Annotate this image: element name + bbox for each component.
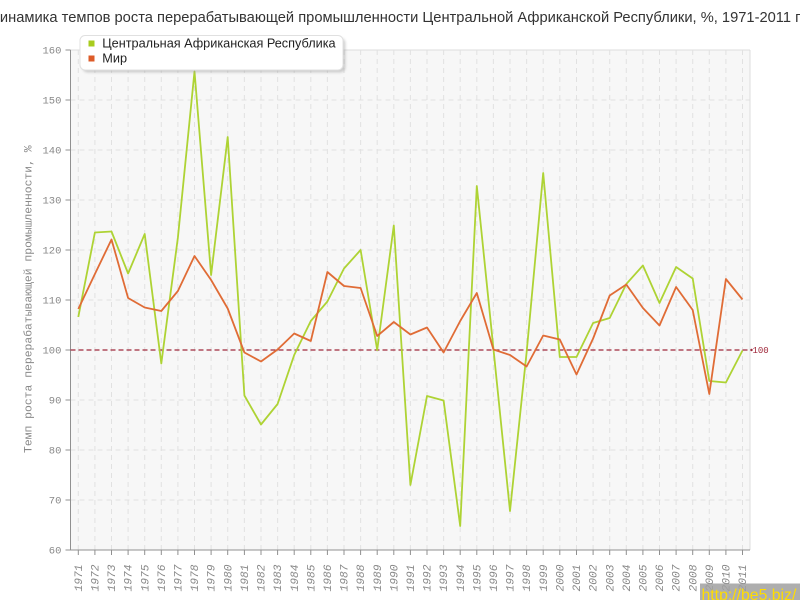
svg-text:1986: 1986 [323,564,335,591]
svg-text:Центральная Африканская Респуб: Центральная Африканская Республика [102,36,336,50]
svg-text:1974: 1974 [124,564,136,591]
svg-text:1975: 1975 [140,564,152,591]
svg-text:120: 120 [42,245,61,257]
svg-text:160: 160 [42,45,61,57]
svg-text:1978: 1978 [190,564,202,591]
svg-text:1979: 1979 [207,564,219,591]
svg-text:1971: 1971 [74,565,86,592]
svg-text:140: 140 [42,145,61,157]
svg-text:2005: 2005 [639,564,651,591]
svg-text:2002: 2002 [589,564,601,591]
svg-text:1993: 1993 [439,564,451,591]
svg-text:100: 100 [753,346,769,356]
svg-text:1992: 1992 [423,564,435,591]
svg-text:1998: 1998 [522,564,534,591]
svg-text:90: 90 [49,395,62,407]
svg-text:http://be5.biz/: http://be5.biz/ [702,587,797,600]
svg-text:1985: 1985 [306,564,318,591]
svg-text:130: 130 [42,195,61,207]
svg-text:1987: 1987 [340,564,352,591]
svg-text:150: 150 [42,95,61,107]
svg-text:Динамика темпов роста перераба: Динамика темпов роста перерабатывающей п… [0,10,800,26]
svg-text:2000: 2000 [555,564,567,591]
svg-text:110: 110 [42,295,61,307]
svg-text:1995: 1995 [472,564,484,591]
svg-text:1982: 1982 [257,564,269,591]
svg-text:1984: 1984 [290,564,302,591]
svg-text:60: 60 [49,545,62,557]
svg-text:2008: 2008 [688,564,700,591]
svg-text:1988: 1988 [356,564,368,591]
svg-text:1991: 1991 [406,565,418,592]
svg-text:2004: 2004 [622,564,634,591]
svg-text:Мир: Мир [102,51,127,65]
svg-text:1996: 1996 [489,564,501,591]
svg-text:1990: 1990 [389,564,401,591]
svg-text:2007: 2007 [672,564,684,591]
svg-text:70: 70 [49,495,62,507]
svg-text:1980: 1980 [223,564,235,591]
svg-text:1976: 1976 [157,564,169,591]
svg-text:1972: 1972 [91,564,103,591]
svg-text:2006: 2006 [655,564,667,591]
svg-text:1983: 1983 [273,564,285,591]
svg-text:2001: 2001 [572,565,584,592]
svg-text:1997: 1997 [506,564,518,591]
svg-text:Темп роста перерабатывающей пр: Темп роста перерабатывающей промышленнос… [23,145,36,453]
svg-text:1977: 1977 [174,564,186,591]
svg-text:1989: 1989 [373,564,385,591]
svg-text:2003: 2003 [605,564,617,591]
svg-text:100: 100 [42,345,61,357]
svg-text:1973: 1973 [107,564,119,591]
svg-text:1999: 1999 [539,564,551,591]
svg-text:1994: 1994 [456,564,468,591]
svg-text:80: 80 [49,445,62,457]
svg-text:1981: 1981 [240,565,252,592]
